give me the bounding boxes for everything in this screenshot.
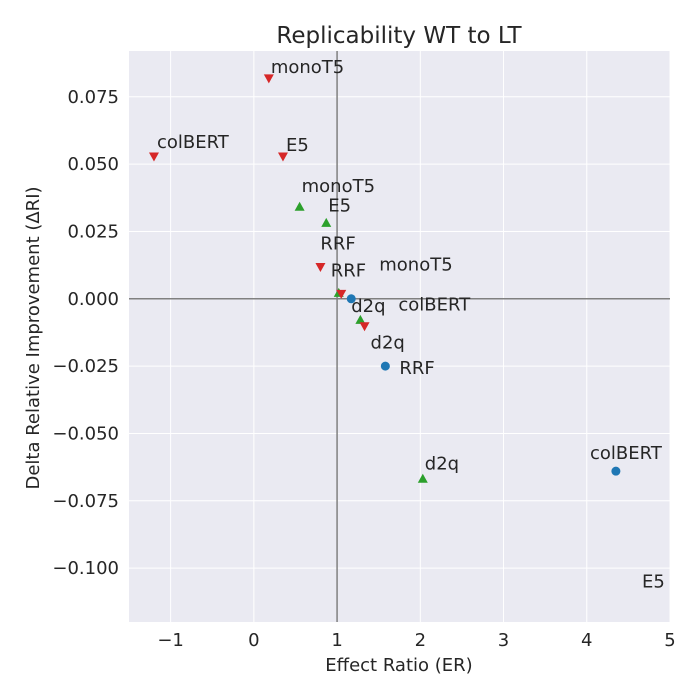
x-tick-label: 2 bbox=[415, 630, 426, 651]
data-point-red-triangle-down-colbert bbox=[148, 152, 159, 162]
point-label: d2q bbox=[351, 296, 385, 317]
data-point-blue-circle-rrf bbox=[380, 361, 390, 371]
point-label: RRF bbox=[320, 233, 355, 254]
x-tick-label: 5 bbox=[664, 630, 675, 651]
data-point-red-triangle-down-e5 bbox=[277, 152, 288, 162]
point-label: E5 bbox=[642, 572, 665, 593]
point-label: colBERT bbox=[157, 132, 230, 153]
data-point-blue-circle-e5 bbox=[690, 577, 699, 586]
x-tick-label: 1 bbox=[331, 630, 342, 651]
point-label: monoT5 bbox=[271, 57, 344, 78]
point-label: d2q bbox=[371, 333, 405, 354]
y-tick-label: −0.025 bbox=[52, 356, 119, 377]
y-tick-label: 0.075 bbox=[67, 87, 119, 108]
data-point-blue-circle-d2q bbox=[346, 294, 356, 304]
y-tick-label: −0.075 bbox=[52, 491, 119, 512]
data-point-green-triangle-up-d2q bbox=[417, 473, 428, 483]
data-point-green-triangle-up-monot5 bbox=[294, 201, 305, 211]
point-label: d2q bbox=[425, 453, 459, 474]
x-tick-label: 4 bbox=[581, 630, 592, 651]
x-axis-label: Effect Ratio (ER) bbox=[325, 655, 472, 676]
point-label: E5 bbox=[328, 195, 351, 216]
point-label: RRF bbox=[399, 358, 434, 379]
x-tick-label: −1 bbox=[157, 630, 184, 651]
data-point-green-triangle-up-e5 bbox=[321, 217, 332, 227]
data-point-red-triangle-down-monot5 bbox=[263, 74, 274, 84]
x-tick-label: 0 bbox=[248, 630, 259, 651]
data-point-blue-circle-colbert bbox=[611, 466, 621, 476]
chart-title: Replicability WT to LT bbox=[276, 23, 522, 49]
data-point-red-triangle-down-monot5 bbox=[336, 289, 347, 299]
x-tick-label: 3 bbox=[498, 630, 509, 651]
point-label: monoT5 bbox=[302, 176, 375, 197]
data-point-green-triangle-up-colbert bbox=[355, 314, 366, 324]
point-label: monoT5 bbox=[379, 254, 452, 275]
y-tick-label: −0.100 bbox=[52, 558, 119, 579]
y-tick-label: 0.050 bbox=[67, 154, 119, 175]
data-point-red-triangle-down-rrf bbox=[315, 262, 326, 272]
y-tick-label: 0.025 bbox=[67, 221, 119, 242]
point-label: colBERT bbox=[590, 443, 663, 464]
y-tick-label: 0.000 bbox=[67, 289, 119, 310]
point-label: colBERT bbox=[398, 294, 471, 315]
point-label: RRF bbox=[331, 260, 366, 281]
point-label: E5 bbox=[286, 135, 309, 156]
data-point-red-triangle-down-d2q bbox=[359, 322, 370, 332]
y-axis-label: Delta Relative Improvement (ΔRI) bbox=[23, 186, 44, 489]
plot-area bbox=[129, 51, 670, 622]
y-tick-label: −0.050 bbox=[52, 423, 119, 444]
